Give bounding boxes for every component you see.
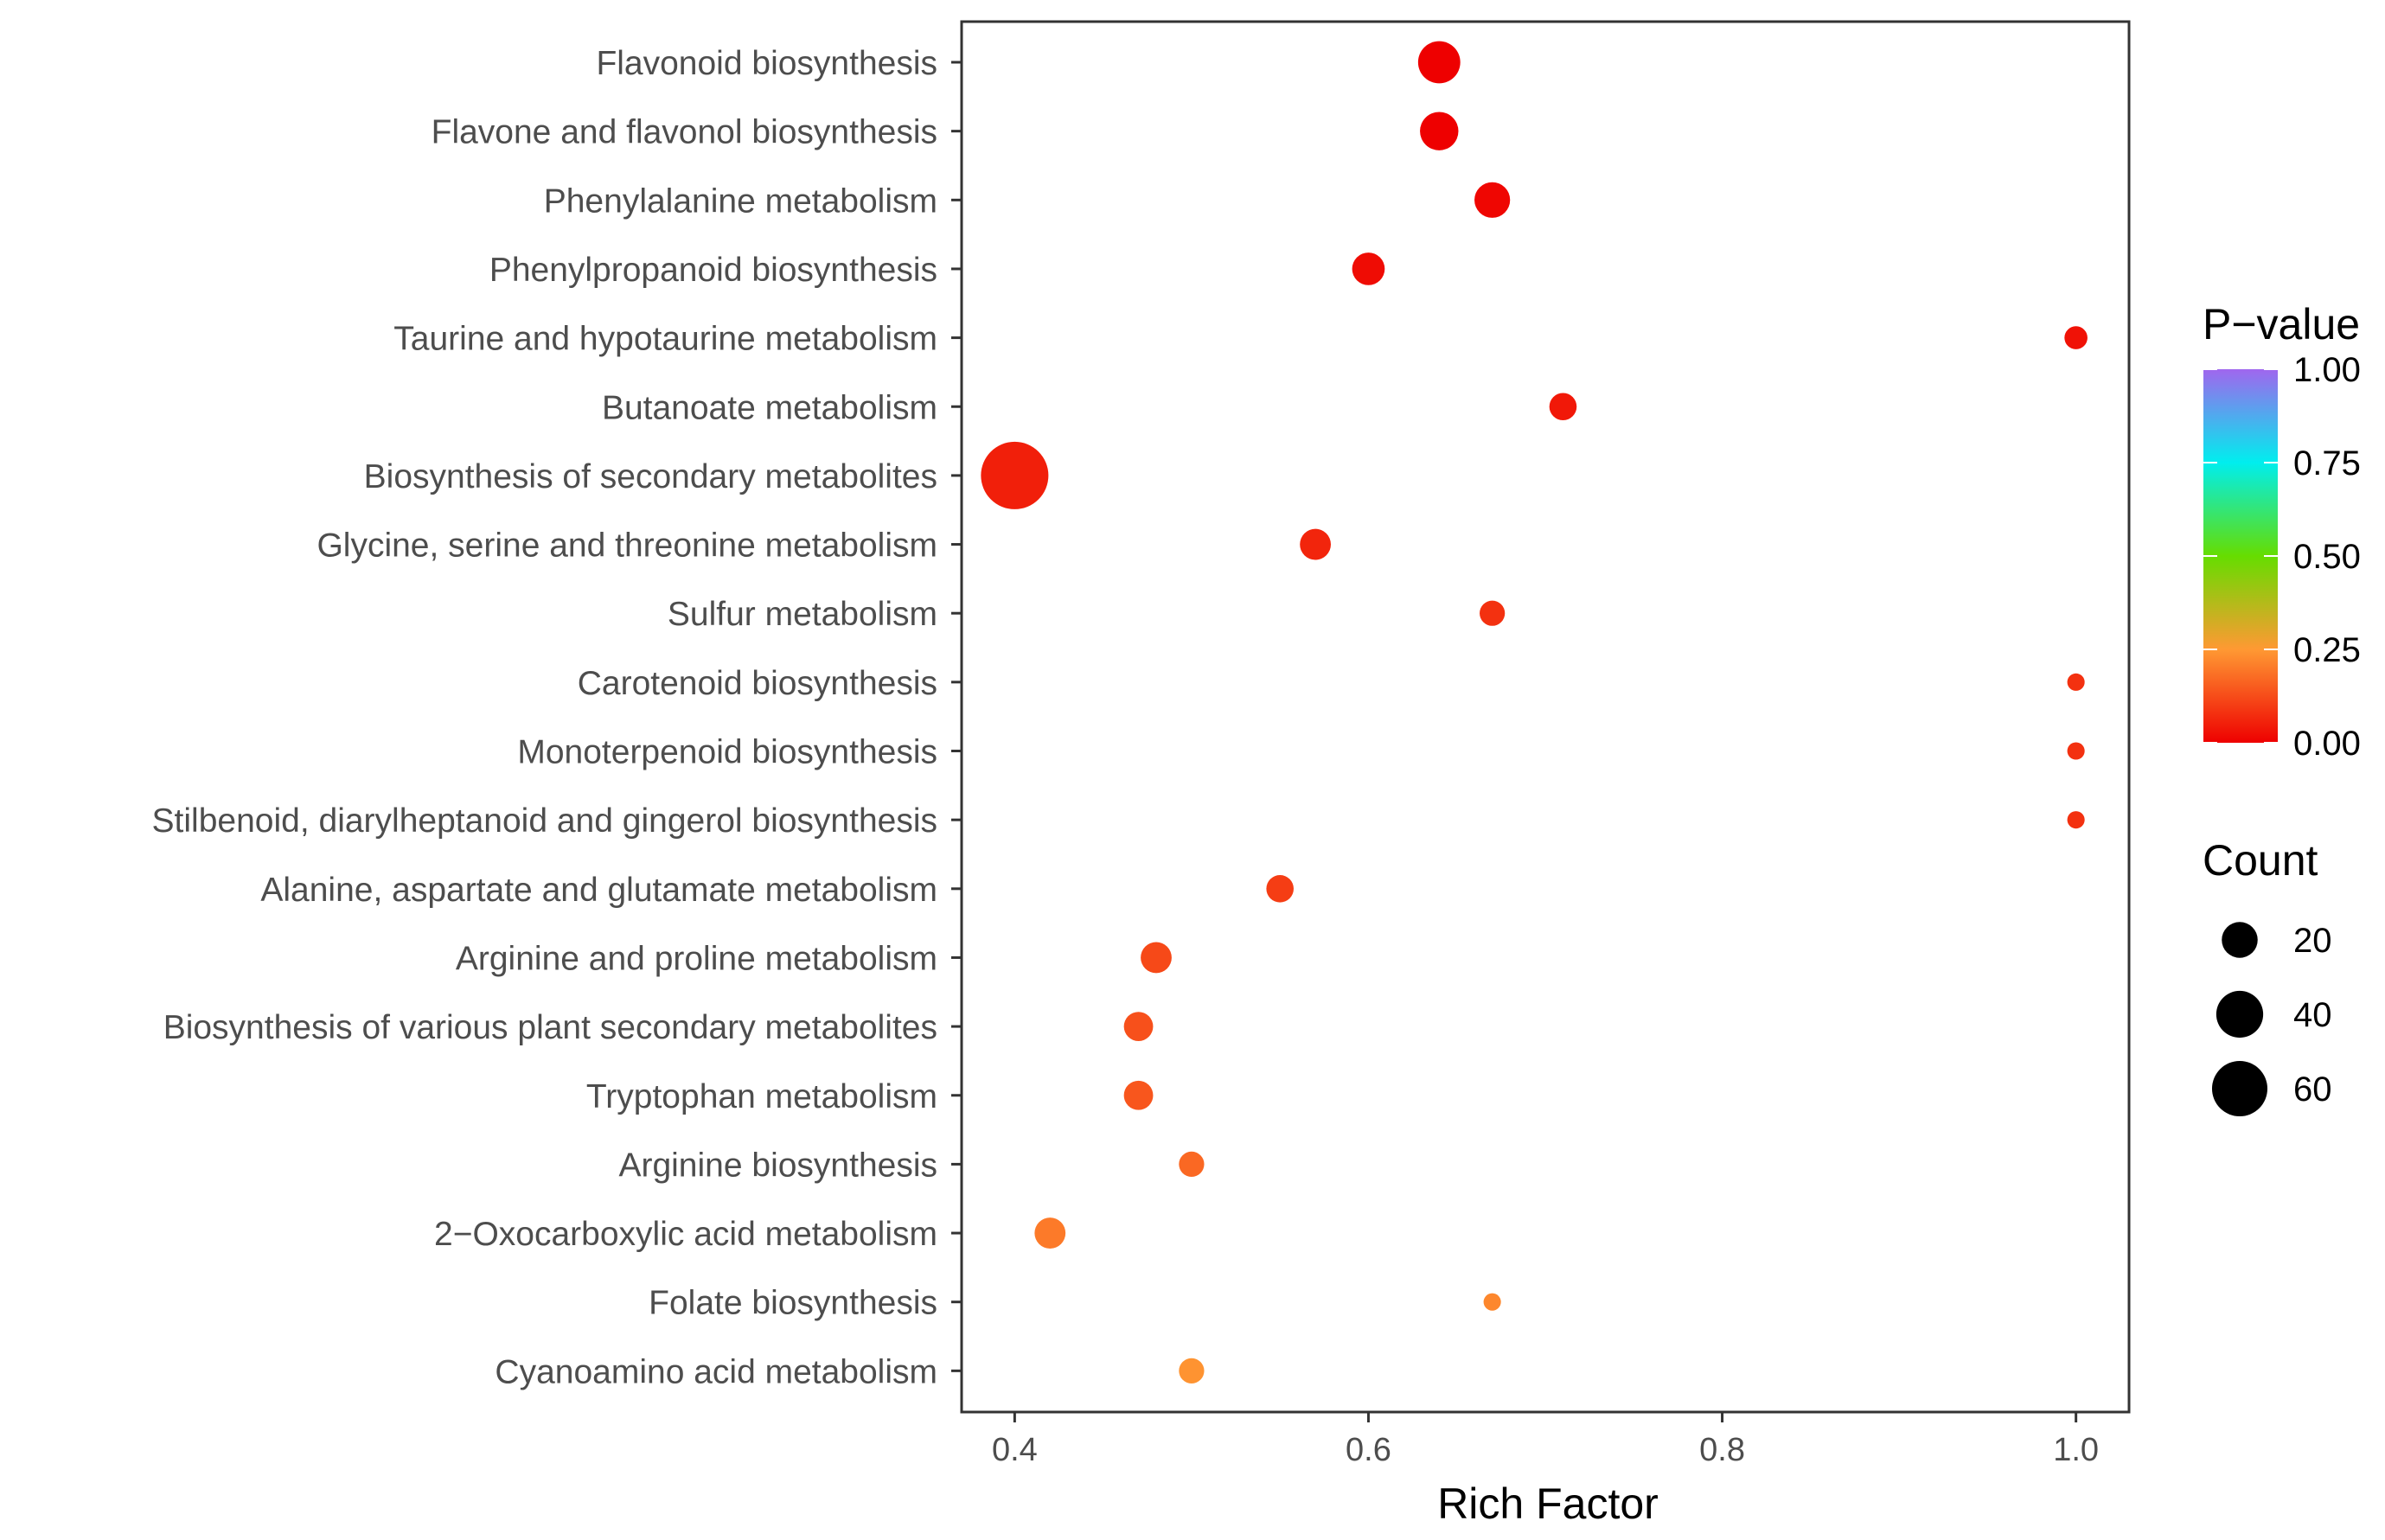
size-legend-label: 20 — [2293, 922, 2332, 960]
color-legend-ticks: 1.00 0.75 0.50 0.25 0.00 — [2203, 351, 2361, 763]
size-legend-label: 40 — [2293, 996, 2332, 1034]
data-point — [2067, 673, 2085, 691]
y-tick-label: Arginine and proline metabolism — [456, 940, 937, 977]
y-tick-label: Sulfur metabolism — [668, 596, 937, 633]
data-point — [1123, 1012, 1154, 1041]
data-point — [1420, 112, 1459, 150]
y-tick-label: Arginine biosynthesis — [618, 1147, 937, 1184]
y-axis: Flavonoid biosynthesis Flavone and flavon… — [152, 45, 962, 1390]
y-tick-label: 2−Oxocarboxylic acid metabolism — [434, 1216, 937, 1253]
data-point — [1179, 1358, 1205, 1383]
data-point — [1123, 1080, 1154, 1110]
color-legend-label: 0.50 — [2293, 538, 2361, 576]
data-point — [2067, 742, 2085, 760]
plot-panel — [960, 20, 2131, 1414]
data-point — [1034, 1217, 1066, 1249]
y-tick-label: Flavone and flavonol biosynthesis — [432, 114, 937, 151]
data-point — [1549, 393, 1577, 421]
y-tick-label: Biosynthesis of various plant secondary … — [163, 1009, 937, 1046]
y-tick-label: Tryptophan metabolism — [586, 1078, 937, 1115]
y-tick-label: Taurine and hypotaurine metabolism — [393, 321, 937, 358]
y-tick-label: Alanine, aspartate and glutamate metabol… — [260, 872, 937, 909]
data-points — [981, 41, 2088, 1383]
y-tick-label: Biosynthesis of secondary metabolites — [364, 458, 937, 495]
data-point — [1417, 41, 1461, 84]
data-point — [2067, 811, 2085, 829]
y-tick-label: Stilbenoid, diarylheptanoid and gingerol… — [152, 802, 937, 840]
size-legend-title: Count — [2203, 836, 2318, 885]
data-point — [1483, 1293, 1501, 1311]
data-point — [1266, 875, 1294, 903]
x-tick-label: 0.4 — [992, 1432, 1038, 1468]
color-legend: P−value 1.00 0.75 0.50 0.25 0.00 — [2203, 300, 2361, 763]
x-axis: 0.4 0.6 0.8 1.0 — [992, 1412, 2099, 1468]
size-legend-label: 60 — [2293, 1070, 2332, 1109]
size-legend-items: 20 40 60 — [2211, 922, 2332, 1117]
y-tick-label: Cyanoamino acid metabolism — [495, 1353, 937, 1390]
size-legend-dot — [2222, 922, 2258, 958]
size-legend: Count 20 40 60 — [2203, 836, 2332, 1117]
x-tick-label: 1.0 — [2053, 1432, 2099, 1468]
size-legend-dot — [2216, 990, 2264, 1038]
color-legend-label: 1.00 — [2293, 351, 2361, 389]
y-tick-label: Monoterpenoid biosynthesis — [517, 734, 937, 771]
data-point — [1179, 1151, 1205, 1178]
size-legend-dot — [2211, 1060, 2268, 1117]
y-tick-label: Phenylalanine metabolism — [544, 182, 937, 220]
color-legend-label: 0.00 — [2293, 725, 2361, 763]
color-legend-title: P−value — [2203, 300, 2360, 348]
y-tick-label: Butanoate metabolism — [602, 389, 937, 426]
data-point — [1480, 600, 1506, 626]
y-tick-label: Folate biosynthesis — [649, 1285, 937, 1322]
color-legend-label: 0.75 — [2293, 444, 2361, 482]
y-tick-label: Phenylpropanoid biosynthesis — [489, 252, 937, 289]
y-tick-label: Carotenoid biosynthesis — [578, 665, 937, 702]
data-point — [1352, 252, 1385, 285]
color-legend-label: 0.25 — [2293, 631, 2361, 669]
x-tick-label: 0.6 — [1346, 1432, 1391, 1468]
data-point — [981, 441, 1049, 509]
data-point — [2064, 326, 2088, 349]
y-tick-label: Flavonoid biosynthesis — [596, 45, 937, 82]
y-tick-label: Glycine, serine and threonine metabolism — [317, 527, 937, 565]
data-point — [1300, 528, 1331, 560]
data-point — [1474, 182, 1511, 218]
data-point — [1141, 942, 1172, 974]
x-tick-label: 0.8 — [1699, 1432, 1745, 1468]
x-axis-title: Rich Factor — [1437, 1479, 1659, 1528]
